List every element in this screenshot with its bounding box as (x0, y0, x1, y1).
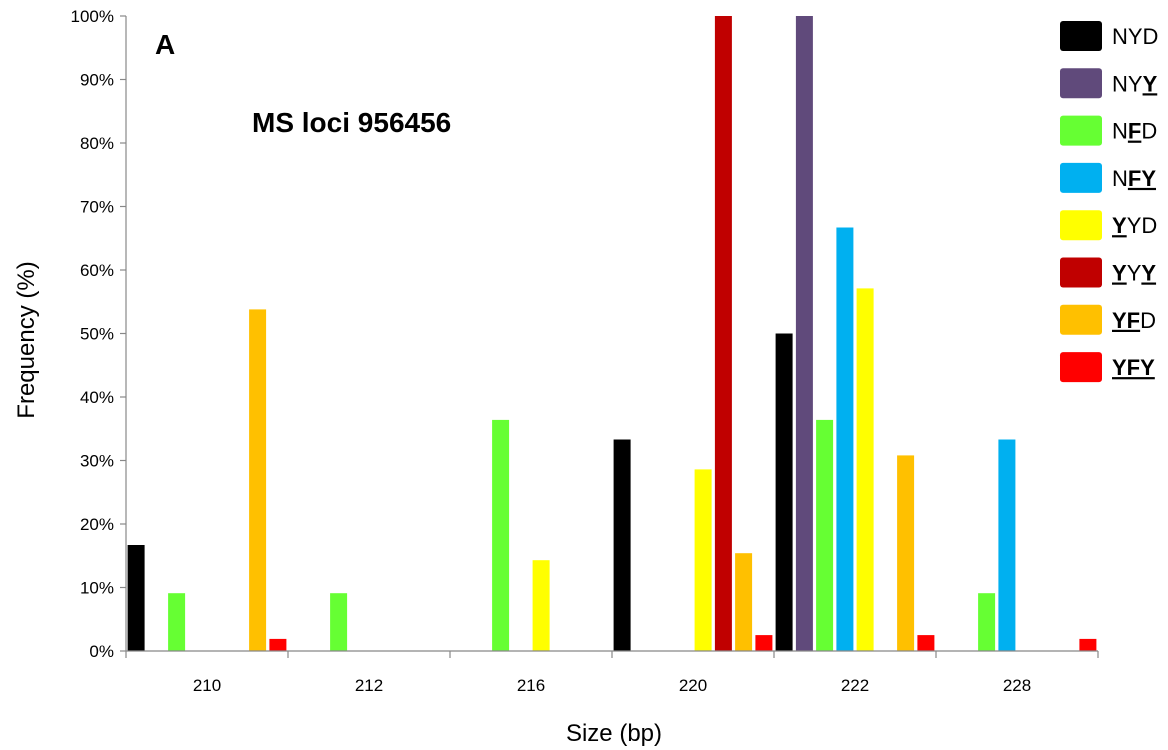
legend-label: NFY (1112, 166, 1156, 191)
x-tick-label: 210 (193, 676, 221, 695)
bar-yfy-228 (1079, 638, 1097, 651)
legend: NYD NYY NFD NFY YYD YYY YFD YFY (1060, 21, 1158, 383)
bar-yyd-216 (532, 560, 550, 651)
axes-layer: 0% 10% 20% 30% 40% 50% 60% 70% 80% 90% 100% 210 212 2… (71, 7, 1099, 695)
legend-swatch (1060, 304, 1102, 335)
y-tick-label: 90% (80, 71, 114, 90)
y-tick-label: 10% (80, 579, 114, 598)
bar-nyd-222 (775, 333, 793, 651)
legend-item: YYD (1060, 210, 1157, 241)
y-tick-label: 70% (80, 198, 114, 217)
bar-yfy-210 (269, 638, 287, 651)
bar-nfy-222 (836, 227, 854, 651)
legend-swatch (1060, 21, 1102, 51)
bar-nfd-216 (492, 419, 510, 651)
bar-yfd-222 (897, 455, 915, 651)
x-tick-label: 216 (517, 676, 545, 695)
bar-nfy-228 (998, 439, 1016, 651)
legend-label: YYY (1112, 261, 1156, 286)
y-tick-label: 50% (80, 325, 114, 344)
legend-label: YYD (1112, 213, 1157, 238)
legend-swatch (1060, 257, 1102, 288)
bar-nfd-228 (978, 593, 996, 651)
x-tick-label: 220 (679, 676, 707, 695)
x-tick-label: 228 (1003, 676, 1031, 695)
legend-item: NYD (1060, 21, 1158, 51)
legend-swatch (1060, 210, 1102, 241)
bar-nyd-220 (613, 439, 631, 651)
y-tick-label: 20% (80, 515, 114, 534)
bar-yfy-220 (755, 635, 773, 651)
legend-label: NFD (1112, 119, 1157, 144)
legend-label: YFD (1112, 308, 1156, 333)
legend-item: NYY (1060, 68, 1158, 99)
legend-item: YYY (1060, 257, 1156, 288)
bar-yfd-220 (735, 553, 753, 651)
y-tick-label: 80% (80, 134, 114, 153)
legend-label: NYY (1112, 71, 1158, 96)
bar-yyd-220 (694, 469, 712, 651)
bar-nyy-222 (795, 16, 813, 651)
bar-yfy-222 (917, 635, 935, 651)
chart-title: MS loci 956456 (252, 107, 451, 138)
bar-nfd-210 (168, 593, 186, 651)
panel-label: A (155, 29, 175, 60)
legend-label: NYD (1112, 24, 1158, 49)
bar-nfd-222 (816, 419, 834, 651)
x-axis-title: Size (bp) (566, 720, 662, 747)
bar-nfd-212 (330, 593, 348, 651)
legend-swatch (1060, 115, 1102, 146)
legend-label: YFY (1112, 355, 1155, 380)
legend-item: NFY (1060, 162, 1156, 193)
y-tick-label: 40% (80, 388, 114, 407)
y-tick-label: 100% (71, 7, 114, 26)
bars-layer (127, 16, 1097, 651)
legend-swatch (1060, 162, 1102, 193)
bar-nyd-210 (127, 545, 145, 651)
legend-swatch (1060, 352, 1102, 383)
bar-yyy-220 (714, 16, 732, 651)
legend-swatch (1060, 68, 1102, 99)
y-tick-label: 30% (80, 452, 114, 471)
y-tick-label: 60% (80, 261, 114, 280)
bar-yfd-210 (249, 309, 267, 651)
legend-item: YFY (1060, 352, 1155, 383)
legend-item: NFD (1060, 115, 1157, 146)
y-axis-title: Frequency (%) (13, 261, 40, 418)
bar-yyd-222 (856, 288, 874, 651)
legend-item: YFD (1060, 304, 1156, 335)
x-tick-label: 212 (355, 676, 383, 695)
y-tick-label: 0% (89, 642, 114, 661)
x-tick-label: 222 (841, 676, 869, 695)
